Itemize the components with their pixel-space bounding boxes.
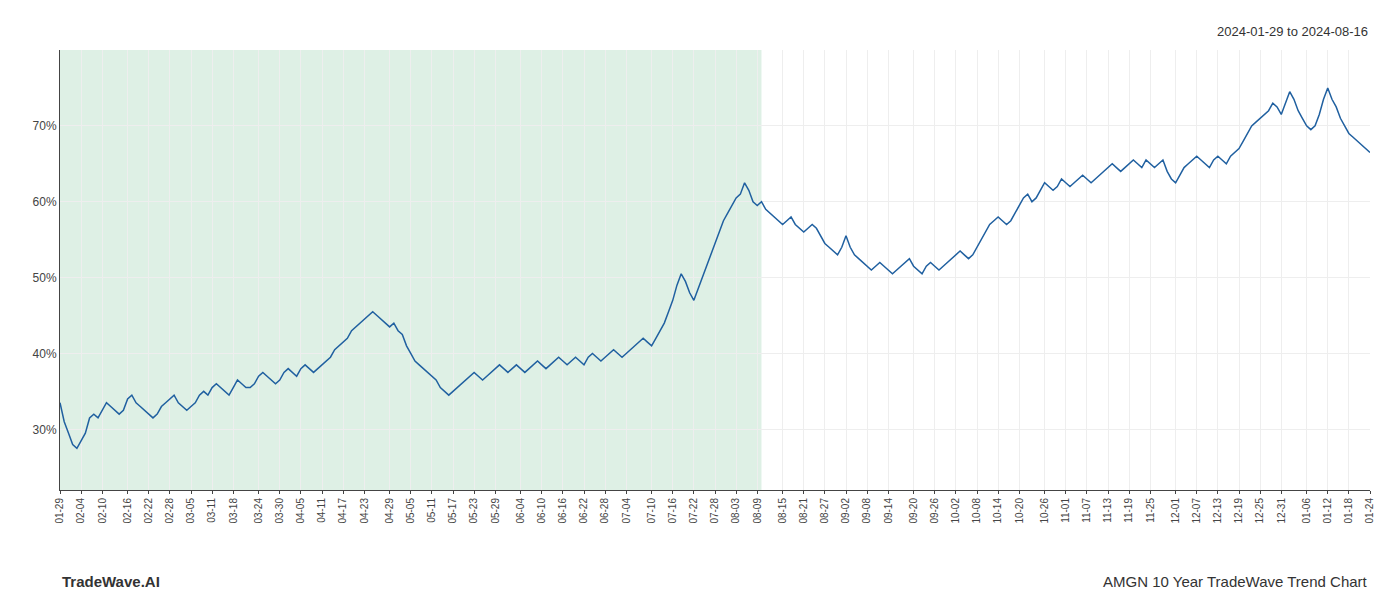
svg-text:04-23: 04-23	[359, 498, 370, 524]
svg-text:12-13: 12-13	[1212, 498, 1223, 524]
svg-text:07-04: 07-04	[621, 498, 632, 524]
svg-text:04-11: 04-11	[316, 498, 327, 523]
svg-text:07-28: 07-28	[709, 498, 720, 524]
svg-text:11-13: 11-13	[1102, 498, 1113, 523]
svg-text:09-02: 09-02	[840, 498, 851, 524]
svg-text:40%: 40%	[33, 347, 57, 361]
svg-text:09-08: 09-08	[861, 498, 872, 524]
svg-text:50%: 50%	[33, 271, 57, 285]
svg-text:07-10: 07-10	[646, 498, 657, 524]
svg-text:06-04: 06-04	[515, 498, 526, 524]
svg-text:03-11: 03-11	[206, 498, 217, 523]
svg-text:09-14: 09-14	[883, 498, 894, 524]
svg-text:04-29: 04-29	[384, 498, 395, 524]
svg-text:TradeWave.AI: TradeWave.AI	[62, 573, 160, 590]
svg-text:08-03: 08-03	[730, 498, 741, 524]
svg-text:12-31: 12-31	[1276, 498, 1287, 524]
svg-text:07-22: 07-22	[688, 498, 699, 524]
svg-text:02-10: 02-10	[97, 498, 108, 524]
svg-text:05-05: 05-05	[405, 498, 416, 524]
svg-text:02-22: 02-22	[143, 498, 154, 524]
svg-text:06-28: 06-28	[599, 498, 610, 524]
svg-text:01-29: 01-29	[54, 498, 65, 524]
svg-text:09-20: 09-20	[908, 498, 919, 524]
svg-text:02-28: 02-28	[164, 498, 175, 524]
svg-text:07-16: 07-16	[667, 498, 678, 524]
svg-text:12-01: 12-01	[1170, 498, 1181, 524]
svg-text:11-01: 11-01	[1060, 498, 1071, 523]
svg-text:70%: 70%	[33, 119, 57, 133]
svg-text:05-17: 05-17	[447, 498, 458, 524]
svg-text:04-17: 04-17	[337, 498, 348, 524]
svg-text:02-16: 02-16	[122, 498, 133, 524]
svg-text:04-05: 04-05	[295, 498, 306, 524]
svg-text:AMGN 10 Year TradeWave Trend C: AMGN 10 Year TradeWave Trend Chart	[1103, 573, 1368, 590]
svg-text:03-24: 03-24	[253, 498, 264, 524]
svg-text:11-07: 11-07	[1081, 498, 1092, 523]
svg-text:10-14: 10-14	[992, 498, 1003, 524]
svg-text:2024-01-29 to 2024-08-16: 2024-01-29 to 2024-08-16	[1217, 24, 1368, 39]
svg-text:06-22: 06-22	[578, 498, 589, 524]
svg-text:05-23: 05-23	[468, 498, 479, 524]
svg-text:30%: 30%	[33, 423, 57, 437]
svg-text:06-10: 06-10	[536, 498, 547, 524]
svg-text:09-26: 09-26	[929, 498, 940, 524]
svg-text:11-19: 11-19	[1123, 498, 1134, 523]
svg-text:10-26: 10-26	[1039, 498, 1050, 524]
svg-text:08-27: 08-27	[819, 498, 830, 524]
svg-text:06-16: 06-16	[557, 498, 568, 524]
svg-text:12-25: 12-25	[1254, 498, 1265, 524]
svg-text:01-06: 01-06	[1301, 498, 1312, 524]
svg-text:08-09: 08-09	[752, 498, 763, 524]
svg-text:10-20: 10-20	[1014, 498, 1025, 524]
svg-text:11-25: 11-25	[1145, 498, 1156, 523]
svg-text:60%: 60%	[33, 195, 57, 209]
svg-text:12-19: 12-19	[1233, 498, 1244, 524]
svg-text:01-24: 01-24	[1364, 498, 1375, 524]
svg-text:08-15: 08-15	[777, 498, 788, 524]
svg-text:03-18: 03-18	[228, 498, 239, 524]
svg-text:03-05: 03-05	[185, 498, 196, 524]
svg-text:03-30: 03-30	[274, 498, 285, 524]
svg-text:02-04: 02-04	[75, 498, 86, 524]
svg-text:01-12: 01-12	[1322, 498, 1333, 524]
svg-text:10-08: 10-08	[971, 498, 982, 524]
svg-text:12-07: 12-07	[1191, 498, 1202, 524]
svg-text:05-29: 05-29	[490, 498, 501, 524]
svg-text:01-18: 01-18	[1343, 498, 1354, 524]
svg-text:08-21: 08-21	[798, 498, 809, 524]
svg-text:10-02: 10-02	[950, 498, 961, 524]
svg-text:05-11: 05-11	[426, 498, 437, 523]
